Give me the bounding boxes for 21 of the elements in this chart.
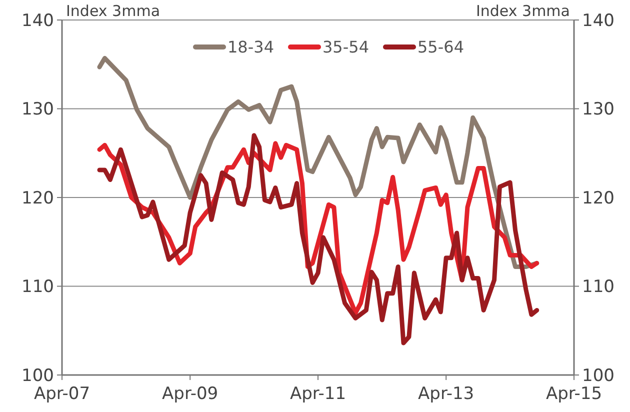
x-tick-label: Apr-13 <box>418 384 474 404</box>
y2-tick-label: 100 <box>582 366 614 386</box>
y2-tick-label: 110 <box>582 277 614 298</box>
legend-label: 35-54 <box>322 38 369 57</box>
legend-label: 55-64 <box>418 38 464 57</box>
x-tick-label: Apr-07 <box>34 384 90 404</box>
x-tick-label: Apr-11 <box>290 384 346 404</box>
y-tick-label: 110 <box>22 277 54 298</box>
line-series <box>97 133 540 346</box>
x-tick-label: Apr-15 <box>546 384 602 404</box>
y2-tick-label: 120 <box>582 188 614 208</box>
y2-tick-label: 130 <box>582 100 614 120</box>
y-tick-label: 100 <box>22 366 54 386</box>
x-tick-label: Apr-09 <box>162 384 218 404</box>
y-tick-label: 120 <box>22 188 54 208</box>
y2-tick-label: 140 <box>582 10 614 31</box>
y-tick-label: 130 <box>22 100 54 120</box>
y-tick-label: 140 <box>22 10 54 31</box>
y2-axis-title: Index 3mma <box>476 2 570 20</box>
y-axis-title: Index 3mma <box>66 2 160 20</box>
legend-label: 18-34 <box>228 38 274 57</box>
